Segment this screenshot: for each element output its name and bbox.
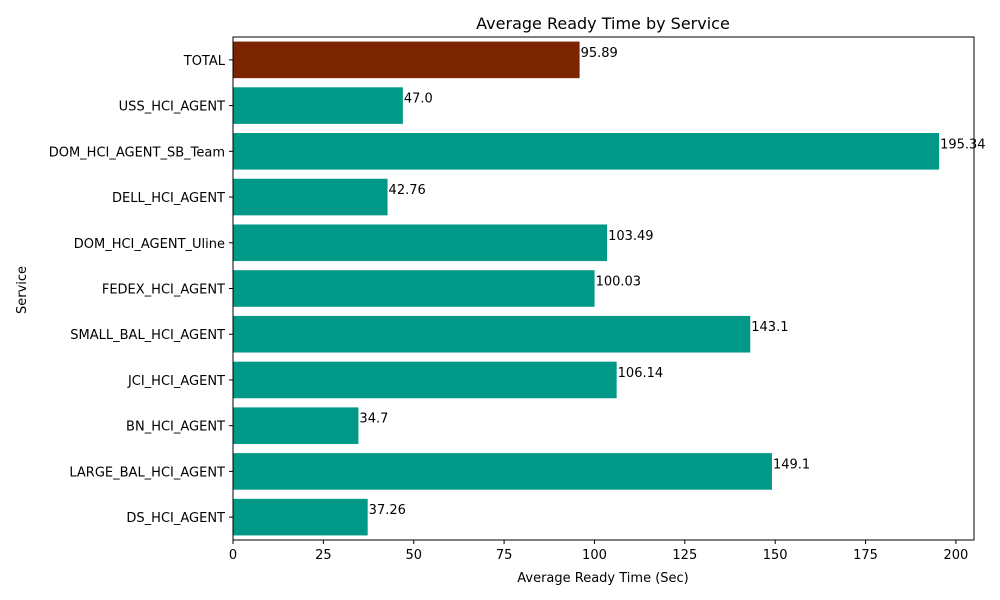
bar-total — [233, 41, 580, 79]
y-tick-label: DS_HCI_AGENT — [126, 511, 225, 526]
x-axis-title: Average Ready Time (Sec) — [517, 571, 689, 586]
plot-frame — [232, 36, 975, 541]
x-tick-label: 150 — [763, 548, 788, 563]
bar-jci-hci-agent — [233, 361, 617, 399]
bar-ds-hci-agent — [233, 498, 368, 536]
y-tick-label: DOM_HCI_AGENT_Uline — [74, 237, 225, 252]
bars-group — [233, 41, 940, 536]
data-label: 42.76 — [389, 183, 426, 198]
x-axis-ticks: 0 25 50 75 100 125 150 175 200 — [229, 540, 968, 563]
x-tick-label: 50 — [405, 548, 422, 563]
y-tick-label: TOTAL — [183, 54, 226, 69]
bar-large-bal-hci-agent — [233, 453, 772, 490]
x-tick-label: 25 — [315, 548, 332, 563]
y-axis-ticks: DS_HCI_AGENT LARGE_BAL_HCI_AGENT BN_HCI_AG… — [49, 54, 233, 526]
data-label: 195.34 — [940, 137, 986, 152]
data-labels-group: 37.26 149.1 34.7 106.14 143.1 100.03 103.49 42.… — [359, 46, 985, 518]
data-label: 100.03 — [596, 275, 642, 290]
x-tick-label: 125 — [672, 548, 697, 563]
bar-fedex-hci-agent — [233, 270, 595, 307]
y-tick-label: SMALL_BAL_HCI_AGENT — [70, 328, 225, 343]
data-label: 95.89 — [581, 46, 618, 61]
data-label: 47.0 — [404, 92, 433, 107]
data-label: 106.14 — [618, 366, 664, 381]
y-tick-label: BN_HCI_AGENT — [126, 420, 225, 435]
y-tick-label: DELL_HCI_AGENT — [112, 191, 225, 206]
data-label: 143.1 — [751, 320, 788, 335]
bar-uss-hci-agent — [233, 87, 403, 124]
bar-small-bal-hci-agent — [233, 315, 751, 353]
y-tick-label: JCI_HCI_AGENT — [127, 374, 225, 389]
bar-dom-hci-agent-uline — [233, 224, 608, 262]
y-tick-label: USS_HCI_AGENT — [119, 100, 225, 115]
data-label: 34.7 — [359, 412, 388, 427]
y-tick-label: LARGE_BAL_HCI_AGENT — [69, 465, 225, 480]
chart-title: Average Ready Time by Service — [476, 14, 730, 33]
data-label: 149.1 — [773, 457, 810, 472]
x-tick-label: 200 — [944, 548, 969, 563]
bar-dell-hci-agent — [233, 178, 388, 216]
bar-dom-hci-agent-sb-team — [233, 133, 940, 170]
data-label: 103.49 — [608, 229, 654, 244]
y-tick-label: FEDEX_HCI_AGENT — [102, 283, 225, 298]
data-label: 37.26 — [369, 503, 406, 518]
bar-bn-hci-agent — [233, 407, 359, 444]
x-tick-label: 0 — [229, 548, 237, 563]
y-tick-label: DOM_HCI_AGENT_SB_Team — [49, 145, 225, 160]
x-tick-label: 175 — [853, 548, 878, 563]
x-tick-label: 100 — [582, 548, 607, 563]
x-tick-label: 75 — [496, 548, 513, 563]
y-axis-title: Service — [15, 266, 30, 314]
